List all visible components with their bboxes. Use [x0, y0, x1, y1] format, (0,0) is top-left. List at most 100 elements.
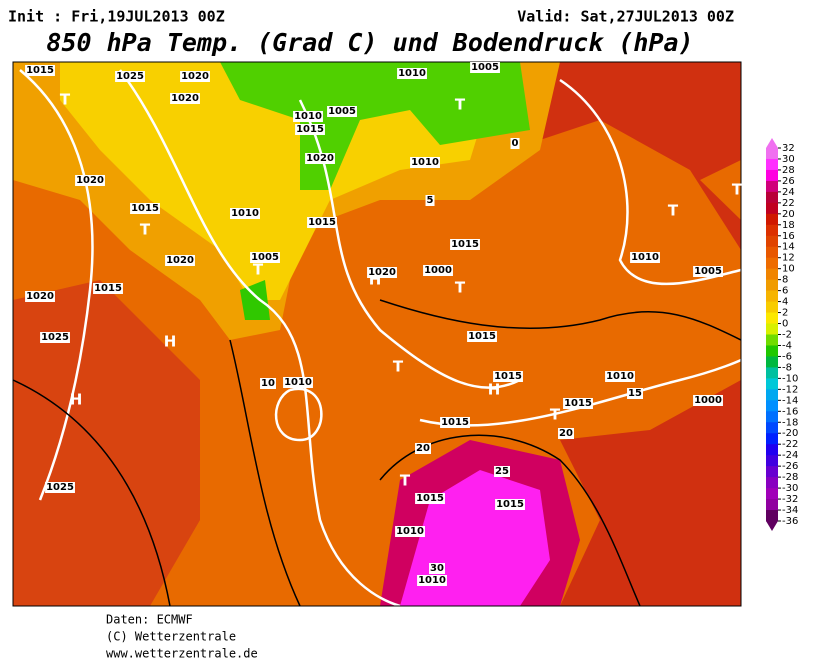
- colorbar-segment: [766, 367, 778, 379]
- map-label: 25: [495, 466, 509, 477]
- colorbar-segment: [766, 301, 778, 314]
- colorbar-label: -6: [782, 351, 792, 362]
- map-label: 1015: [94, 283, 122, 294]
- light-yellow: [60, 62, 500, 300]
- colorbar-segment: [766, 312, 778, 325]
- label-bg: [494, 466, 510, 477]
- colorbar-label: -2: [782, 330, 792, 341]
- map-label: H: [488, 381, 501, 399]
- label-bg: [130, 203, 160, 214]
- label-bg: [180, 71, 210, 82]
- colorbar-segment: [766, 290, 778, 303]
- colorbar-segment: [766, 477, 778, 489]
- colorbar-segment: [766, 148, 778, 160]
- label-bg: [627, 388, 643, 399]
- label-bg: [283, 377, 313, 388]
- colorbar-segment: [766, 279, 778, 292]
- colorbar-segment: [766, 158, 778, 171]
- colorbar-label: -14: [782, 395, 798, 406]
- label-bg: [115, 71, 145, 82]
- map-label: 1015: [131, 203, 159, 214]
- label-bg: [93, 283, 123, 294]
- colorbar-segment: [766, 499, 778, 511]
- map-label: 1025: [116, 71, 144, 82]
- map-label: 1015: [494, 371, 522, 382]
- label-bg: [415, 443, 431, 454]
- label-bg: [440, 417, 470, 428]
- colorbar-label: -28: [782, 472, 798, 483]
- colorbar-segment: [766, 400, 778, 412]
- label-bg: [45, 482, 75, 493]
- label-bg: [510, 138, 520, 149]
- colorbar-segment: [766, 455, 778, 467]
- label-bg: [693, 266, 723, 277]
- label-bg: [493, 371, 523, 382]
- label-bg: [693, 395, 723, 406]
- colorbar-label: -24: [782, 450, 798, 461]
- green-area: [220, 62, 530, 190]
- map-label: T: [550, 406, 561, 424]
- label-bg: [558, 428, 574, 439]
- label-bg: [495, 499, 525, 510]
- label-bg: [307, 217, 337, 228]
- colorbar-label: -26: [782, 461, 798, 472]
- colorbar-segment: [766, 202, 778, 215]
- colorbar-segment: [766, 422, 778, 434]
- colorbar-segment: [766, 411, 778, 423]
- colorbar-label: -16: [782, 406, 798, 417]
- colorbar-label: 32: [782, 143, 795, 154]
- colorbar-label: -10: [782, 373, 798, 384]
- colorbar-label: 6: [782, 286, 788, 297]
- map-label: 1025: [41, 332, 69, 343]
- colorbar-label: 28: [782, 165, 795, 176]
- colorbar-segment: [766, 345, 778, 357]
- colorbar-segment: [766, 180, 778, 193]
- label-bg: [415, 493, 445, 504]
- footer-url: www.wetterzentrale.de: [106, 647, 258, 661]
- label-bg: [295, 124, 325, 135]
- map-label: 1015: [308, 217, 336, 228]
- label-bg: [170, 93, 200, 104]
- map-label: 1010: [606, 371, 634, 382]
- label-bg: [327, 106, 357, 117]
- map-label: 1015: [564, 398, 592, 409]
- colorbar-segment: [766, 334, 778, 346]
- colorbar-label: 18: [782, 220, 795, 231]
- colorbar-label: 2: [782, 308, 788, 319]
- colorbar-segment: [766, 378, 778, 390]
- colorbar-segment: [766, 191, 778, 204]
- map-label: 1010: [398, 68, 426, 79]
- map-border: [12, 61, 742, 607]
- colorbar-cap-top: [766, 138, 778, 148]
- map-label: 15: [628, 388, 642, 399]
- map-label: T: [400, 472, 411, 490]
- colorbar-label: -36: [782, 516, 798, 527]
- label-bg: [25, 65, 55, 76]
- map-label: 1020: [181, 71, 209, 82]
- label-bg: [605, 371, 635, 382]
- map-label: 1020: [171, 93, 199, 104]
- colorbar-label: -4: [782, 340, 792, 351]
- colorbar-label: 26: [782, 176, 795, 187]
- map-label: 1015: [296, 124, 324, 135]
- colorbar-segment: [766, 466, 778, 478]
- label-bg: [165, 255, 195, 266]
- colorbar-segment: [766, 246, 778, 259]
- map-label: 1010: [418, 575, 446, 586]
- label-bg: [230, 208, 260, 219]
- map-label: 5: [427, 195, 434, 206]
- title: 850 hPa Temp. (Grad C) und Bodendruck (h…: [46, 28, 693, 57]
- label-bg: [630, 252, 660, 263]
- colorbar-label: -18: [782, 417, 798, 428]
- footer-copyright: (C) Wetterzentrale: [106, 630, 236, 644]
- map-label: 1010: [411, 157, 439, 168]
- map-label: T: [140, 221, 151, 239]
- colorbar-label: 8: [782, 275, 788, 286]
- map-label: 1005: [251, 252, 279, 263]
- map-label: H: [164, 333, 177, 351]
- map-label: 1020: [166, 255, 194, 266]
- map-label: 1015: [441, 417, 469, 428]
